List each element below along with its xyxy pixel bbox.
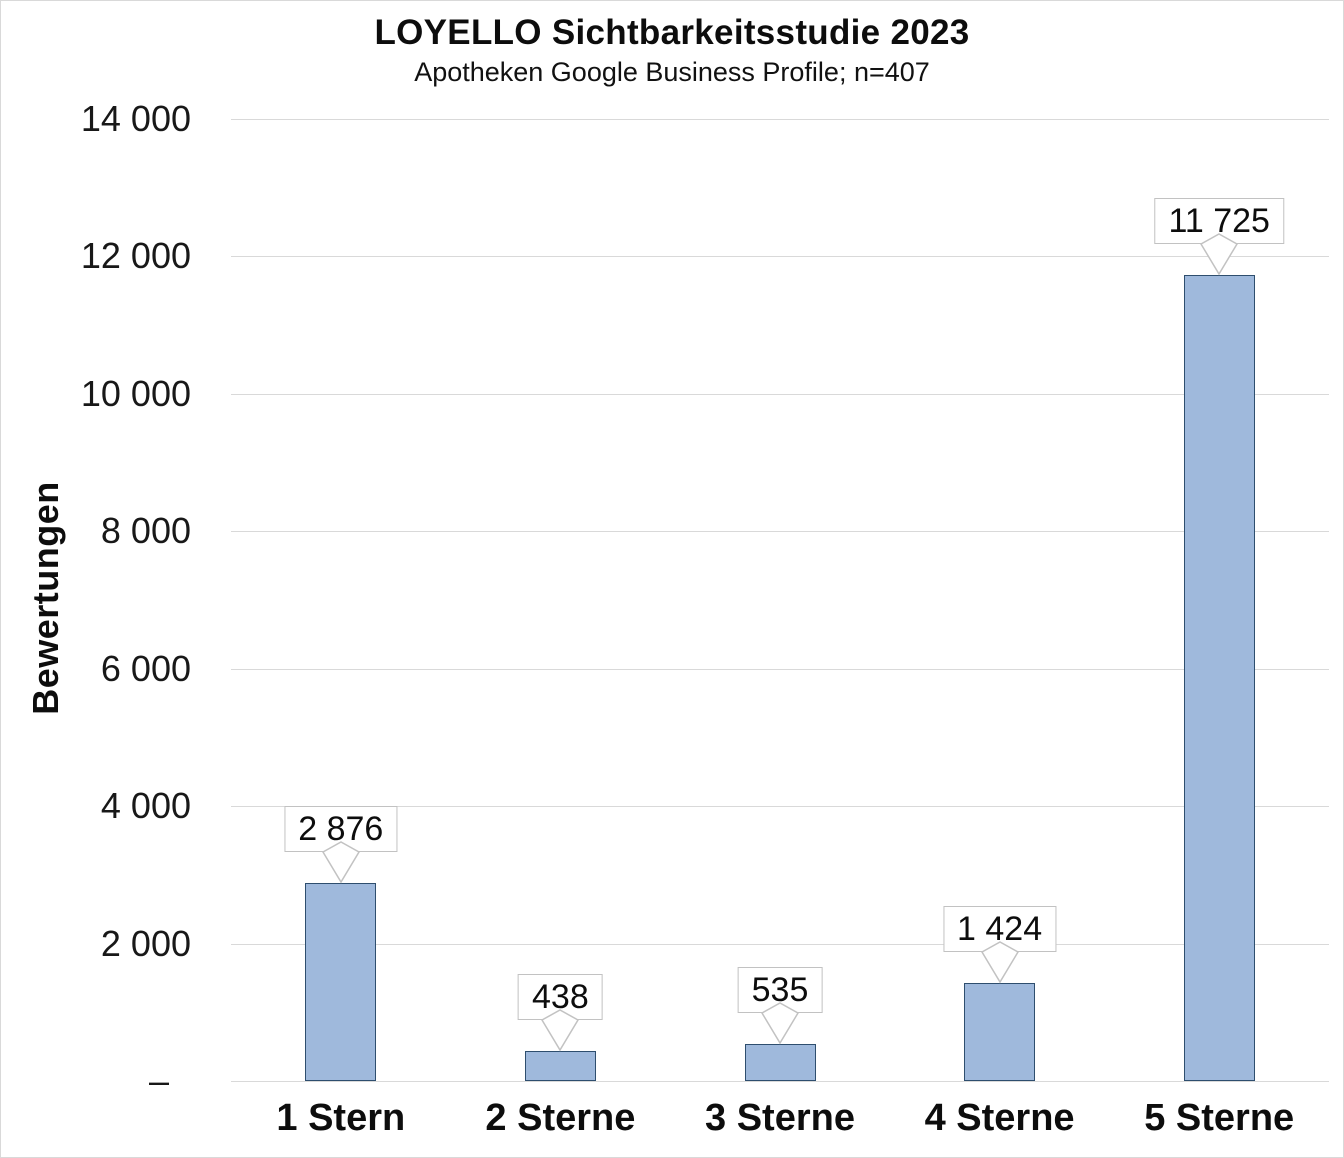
x-tick-label-5: 5 Sterne: [1144, 1097, 1295, 1139]
y-tick-label-0: –: [148, 1060, 169, 1101]
x-tick-label-1: 1 Stern: [276, 1097, 406, 1139]
y-tick-label-10000: 10 000: [80, 372, 191, 414]
data-label-arrow-icon: [1200, 233, 1239, 276]
bar-4: [964, 983, 1036, 1081]
gridline-10000: [231, 393, 1329, 395]
data-label-arrow-icon: [980, 941, 1019, 984]
y-tick-label-14000: 14 000: [80, 98, 191, 139]
data-label-arrow-icon: [541, 1009, 580, 1052]
bar-3: [744, 1044, 816, 1081]
plot-area: [231, 119, 1329, 1082]
y-tick-label-4000: 4 000: [100, 785, 191, 827]
data-label-arrow-icon: [321, 841, 360, 884]
data-label-arrow-icon: [760, 1002, 800, 1045]
chart-title: LOYELLO Sichtbarkeitsstudie 2023: [374, 13, 970, 52]
data-label-1: 2 876: [284, 806, 398, 852]
chart-subtitle: Apotheken Google Business Profile; n=407: [414, 57, 930, 87]
gridline-2000: [231, 943, 1329, 945]
bar-1: [305, 883, 377, 1081]
y-tick-label-12000: 12 000: [80, 235, 191, 277]
bar-2: [524, 1051, 596, 1081]
data-label-3: 535: [737, 967, 823, 1013]
gridline-12000: [231, 256, 1329, 258]
gridline-0: [231, 1081, 1329, 1082]
gridline-6000: [231, 668, 1329, 670]
x-tick-label-2: 2 Sterne: [485, 1097, 636, 1139]
gridline-8000: [231, 531, 1329, 533]
gridline-14000: [231, 119, 1329, 120]
y-tick-label-6000: 6 000: [100, 647, 191, 689]
bar-5: [1183, 275, 1255, 1081]
x-tick-label-4: 4 Sterne: [924, 1097, 1075, 1139]
x-tick-label-3: 3 Sterne: [705, 1097, 855, 1139]
y-tick-label-2000: 2 000: [100, 922, 191, 964]
y-tick-label-8000: 8 000: [100, 510, 191, 552]
gridline-4000: [231, 806, 1329, 808]
